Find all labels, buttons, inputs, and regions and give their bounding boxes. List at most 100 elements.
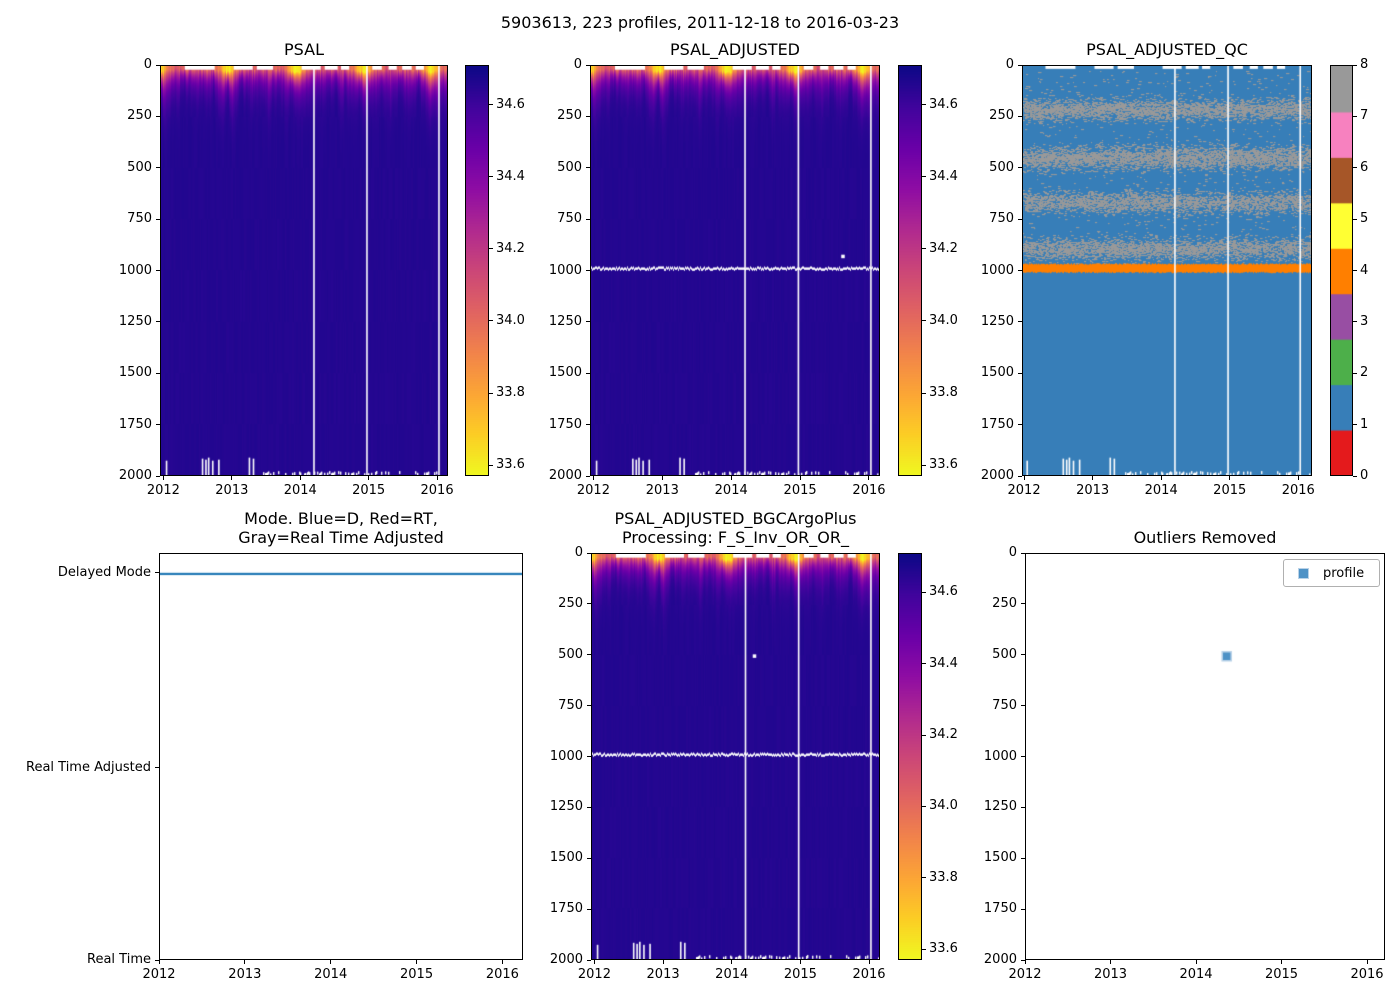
x-tick-label: 2014 xyxy=(715,967,749,982)
tick-mark xyxy=(587,908,591,910)
y-tick-label: 0 xyxy=(1008,545,1017,560)
tick-mark xyxy=(1021,959,1025,961)
tick-mark xyxy=(1353,270,1357,271)
psal-adjusted-colorbar xyxy=(898,65,922,476)
tick-mark xyxy=(156,475,160,477)
panel-mode-title: Mode. Blue=D, Red=RT, Gray=Real Time Adj… xyxy=(160,509,522,547)
panel-bgc-title-line2: Processing: F_S_Inv_OR_OR_ xyxy=(621,528,850,547)
colorbar-tick-label: 34.6 xyxy=(929,584,958,600)
colorbar-tick-label: 34.0 xyxy=(929,312,958,328)
colorbar-tick-label: 33.8 xyxy=(929,869,958,885)
colorbar-tick-label: 2 xyxy=(1360,365,1369,381)
x-tick-label: 2016 xyxy=(852,483,886,498)
x-tick-label: 2016 xyxy=(420,483,454,498)
tick-mark xyxy=(1353,167,1357,169)
tick-mark xyxy=(1297,476,1299,480)
tick-mark xyxy=(922,663,926,665)
y-tick-label: 500 xyxy=(557,159,582,175)
y-tick-label: 1000 xyxy=(548,262,582,278)
panel-bgc-title-line1: PSAL_ADJUSTED_BGCArgoPlus xyxy=(614,509,857,528)
y-tick-label: 1500 xyxy=(118,365,152,381)
tick-mark xyxy=(156,321,160,323)
tick-mark xyxy=(587,756,591,757)
y-category-label: Real Time xyxy=(87,952,151,967)
x-tick-label: 2014 xyxy=(314,967,348,982)
y-tick-label: 250 xyxy=(558,595,583,611)
y-tick-label: 750 xyxy=(557,211,582,227)
colorbar-tick-label: 34.0 xyxy=(496,312,525,328)
tick-mark xyxy=(1021,654,1025,656)
panel-outliers-removed: Outliers Removed profile xyxy=(1025,528,1385,960)
tick-mark xyxy=(1024,960,1026,964)
x-tick-label: 2012 xyxy=(1008,967,1042,982)
tick-mark xyxy=(1353,64,1357,66)
x-tick-label: 2013 xyxy=(215,483,249,498)
tick-mark xyxy=(1018,270,1022,271)
tick-mark xyxy=(1018,218,1022,220)
psal-adjusted-colorbar-gradient xyxy=(899,66,921,475)
tick-mark xyxy=(489,392,493,394)
tick-mark xyxy=(1021,603,1025,605)
tick-mark xyxy=(156,270,160,271)
y-category-label: Delayed Mode xyxy=(57,564,151,580)
tick-mark xyxy=(1018,475,1022,477)
panel-mode-title-line1: Mode. Blue=D, Red=RT, xyxy=(244,509,438,528)
tick-mark xyxy=(587,654,591,656)
y-tick-label: 750 xyxy=(992,697,1017,713)
tick-mark xyxy=(587,552,591,554)
tick-mark xyxy=(587,806,591,808)
y-tick-label: 1000 xyxy=(118,262,152,278)
tick-mark xyxy=(489,320,493,322)
colorbar-tick-label: 34.2 xyxy=(496,240,525,256)
y-tick-label: 1250 xyxy=(983,799,1017,815)
tick-mark xyxy=(155,959,159,961)
tick-mark xyxy=(868,476,870,480)
y-tick-label: 750 xyxy=(558,697,583,713)
x-tick-label: 2016 xyxy=(485,967,519,982)
tick-mark xyxy=(922,877,926,879)
tick-mark xyxy=(1353,218,1357,220)
tick-mark xyxy=(156,115,160,117)
tick-mark xyxy=(586,475,590,477)
colorbar-tick-label: 7 xyxy=(1360,108,1369,124)
tick-mark xyxy=(586,270,590,271)
tick-mark xyxy=(489,176,493,178)
colorbar-tick-label: 3 xyxy=(1360,313,1369,329)
x-tick-label: 2016 xyxy=(1281,483,1315,498)
tick-mark xyxy=(1195,960,1197,964)
tick-mark xyxy=(586,372,590,374)
tick-mark xyxy=(1018,372,1022,374)
tick-mark xyxy=(489,248,493,250)
x-tick-label: 2014 xyxy=(1144,483,1178,498)
tick-mark xyxy=(1353,424,1357,426)
colorbar-tick-label: 8 xyxy=(1360,57,1369,72)
tick-mark xyxy=(1018,321,1022,323)
tick-mark xyxy=(1281,960,1283,964)
panel-psal-adjusted-qc: PSAL_ADJUSTED_QC xyxy=(1022,40,1312,476)
y-tick-label: 1500 xyxy=(549,850,583,866)
y-tick-label: 250 xyxy=(989,108,1014,124)
colorbar-tick-label: 34.4 xyxy=(929,168,958,184)
y-tick-label: 500 xyxy=(989,159,1014,175)
colorbar-tick-label: 34.6 xyxy=(496,96,525,112)
tick-mark xyxy=(586,218,590,220)
x-tick-label: 2016 xyxy=(852,967,886,982)
tick-mark xyxy=(731,960,733,964)
tick-mark xyxy=(1021,552,1025,554)
y-tick-label: 1500 xyxy=(983,850,1017,866)
tick-mark xyxy=(922,392,926,394)
y-category-label: Real Time Adjusted xyxy=(26,759,151,775)
tick-mark xyxy=(799,476,801,480)
y-tick-label: 1500 xyxy=(980,365,1014,381)
tick-mark xyxy=(330,960,332,964)
x-tick-label: 2013 xyxy=(228,967,262,982)
colorbar-tick-label: 34.2 xyxy=(929,240,958,256)
y-tick-label: 500 xyxy=(127,159,152,175)
x-tick-label: 2012 xyxy=(577,967,611,982)
tick-mark xyxy=(1018,424,1022,426)
colorbar-tick-label: 0 xyxy=(1360,468,1369,483)
tick-mark xyxy=(922,591,926,593)
bgc-colorbar-gradient xyxy=(899,554,921,959)
legend-box: profile xyxy=(1283,559,1380,587)
x-tick-label: 2013 xyxy=(1093,967,1128,982)
